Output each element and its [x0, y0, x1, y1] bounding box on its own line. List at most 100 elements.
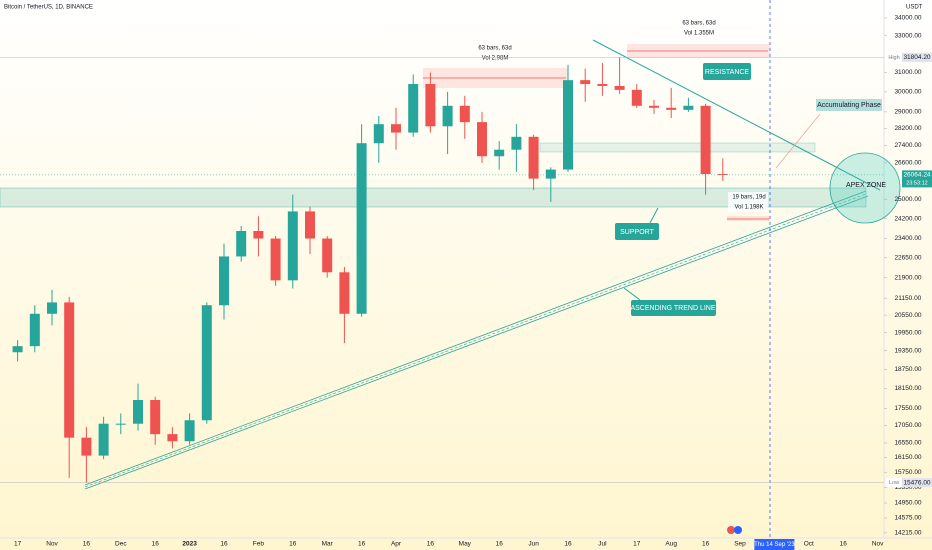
y-tick-label: 14575.00 — [894, 515, 921, 522]
trend-box — [631, 300, 716, 316]
x-tick-label: 16 — [840, 541, 848, 548]
x-tick-label: Aug — [665, 541, 677, 548]
x-tick-label: Oct — [804, 541, 814, 548]
x-tick-label: 17 — [14, 541, 22, 548]
candle-body — [12, 346, 23, 353]
trend-label: ASCENDING TREND LINE — [630, 305, 715, 312]
candle-body — [649, 105, 659, 108]
y-tick-label: 25000.00 — [894, 196, 921, 203]
candle-body — [356, 143, 367, 314]
candle-body — [563, 80, 573, 170]
event-icon — [734, 526, 742, 534]
candle-body — [305, 211, 315, 239]
accumulating-box — [816, 99, 882, 111]
crosshair-label-box — [754, 539, 795, 550]
candle-body — [425, 84, 436, 127]
y-tick-label: 31000.00 — [894, 69, 921, 76]
chart-title: Bitcoin / TetherUS, 1D, BINANCE — [4, 5, 93, 11]
candle-body — [373, 124, 384, 144]
x-tick-label: 16 — [427, 541, 435, 548]
y-tick-label: 22650.00 — [894, 254, 921, 261]
y-tick-label: 28200.00 — [894, 125, 921, 132]
candle-body — [391, 124, 401, 133]
measure-box — [728, 192, 768, 212]
resistance-label: RESISTANCE — [705, 69, 750, 76]
x-tick-label: 2023 — [182, 541, 197, 548]
candle-body — [545, 169, 556, 179]
y-tick-label: 17550.00 — [894, 405, 921, 412]
marker-price-box — [902, 478, 932, 488]
x-tick-label: 16 — [564, 541, 572, 548]
resistance-trend-line — [592, 39, 881, 191]
candle-body — [150, 400, 161, 435]
candle-body — [219, 256, 229, 306]
candle-body — [494, 149, 505, 157]
x-tick-label: Jul — [598, 541, 607, 548]
marker-tag-label: High — [888, 55, 899, 61]
candle-body — [683, 105, 694, 110]
candle-body — [47, 302, 57, 314]
candle-body — [700, 105, 711, 175]
x-tick-label: Nov — [872, 541, 884, 548]
y-tick-label: 16550.00 — [894, 440, 921, 447]
x-tick-label: Jun — [528, 541, 539, 548]
candle-body — [666, 107, 677, 110]
y-tick-label: 14950.00 — [894, 500, 921, 507]
y-tick-label: 23400.00 — [894, 235, 921, 242]
y-tick-label: 19950.00 — [894, 329, 921, 336]
candle-body — [631, 89, 642, 106]
x-tick-label: Apr — [391, 541, 402, 548]
candle-body — [717, 174, 728, 176]
candle-body — [64, 302, 75, 438]
y-tick-label: 29000.00 — [894, 109, 921, 116]
accumulating-label: Accumulating Phase — [817, 102, 881, 109]
x-tick-label: 16 — [289, 541, 297, 548]
measure-text: Vol 2.98M — [482, 56, 509, 62]
y-tick-label: 30000.00 — [894, 89, 921, 96]
candle-body — [184, 420, 195, 442]
y-tick-label: 34000.00 — [894, 15, 921, 22]
x-tick-label: 16 — [152, 541, 160, 548]
candle-body — [528, 136, 539, 179]
y-tick-label: 16150.00 — [894, 454, 921, 461]
y-tick-label: 21150.00 — [895, 295, 922, 302]
last-price-box — [902, 170, 932, 188]
y-tick-label: 15350.00 — [894, 484, 921, 491]
currency-label: USDT — [906, 5, 923, 11]
candle-body — [115, 423, 126, 425]
x-tick-label: Dec — [115, 541, 127, 548]
y-tick-label: 24200.00 — [894, 215, 921, 222]
support-zone — [0, 187, 867, 208]
support-pointer — [649, 207, 659, 224]
candle-body — [270, 238, 281, 281]
x-tick-label: 16 — [358, 541, 366, 548]
y-tick-label: 14215.00 — [894, 530, 921, 537]
measure-text: Vol 1.198K — [734, 205, 763, 211]
event-icon — [727, 526, 735, 534]
y-tick-label: 26600.00 — [894, 160, 921, 167]
measure-text: 19 bars, 19d — [732, 195, 765, 201]
x-tick-label: May — [459, 541, 472, 548]
candle-body — [580, 80, 591, 85]
candle-body — [253, 231, 264, 239]
candle-body — [614, 85, 625, 90]
pointer-line — [775, 113, 821, 169]
candles — [12, 57, 728, 483]
x-tick-label: 16 — [83, 541, 91, 548]
x-tick-label: Feb — [253, 541, 265, 548]
trend-pointer — [623, 287, 641, 301]
candle-body — [167, 434, 178, 442]
marker-price-box — [902, 52, 932, 62]
mid-zone — [539, 142, 816, 153]
candle-body — [29, 313, 40, 347]
measure-text: 63 bars, 63d — [682, 21, 715, 27]
resistance-box — [703, 63, 751, 80]
apex-zone — [829, 152, 901, 224]
marker-price: 31804.20 — [903, 54, 930, 61]
range-box — [727, 216, 770, 221]
support-box — [615, 223, 659, 240]
x-tick-label: Sep — [734, 541, 746, 548]
y-tick-label: 20550.00 — [894, 312, 921, 319]
candle-body — [477, 122, 487, 157]
y-tick-label: 17050.00 — [894, 422, 921, 429]
